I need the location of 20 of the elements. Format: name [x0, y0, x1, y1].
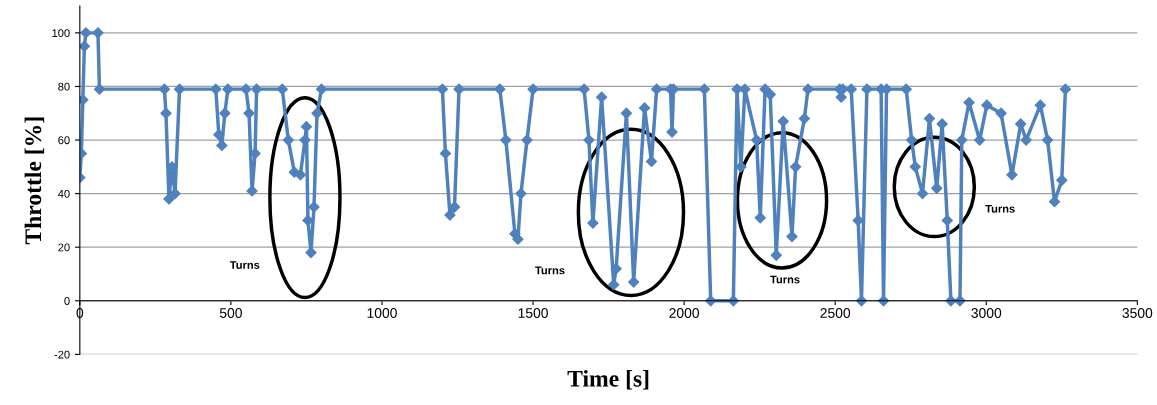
x-tick-label: 3000: [971, 308, 1002, 318]
annotation: Turns: [770, 275, 800, 284]
x-tick-label: 500: [219, 308, 242, 318]
y-tick-label: 40: [58, 189, 70, 198]
y-tick-label: -20: [54, 350, 70, 359]
x-tick-label: 1500: [518, 308, 548, 318]
annotation: Turns: [985, 204, 1015, 213]
x-tick-label: 2500: [820, 308, 851, 318]
x-tick-label: 2000: [669, 308, 700, 318]
y-tick-label: 60: [58, 136, 70, 145]
y-tick-label: 100: [52, 29, 70, 37]
annotation: Turns: [229, 261, 260, 269]
y-axis-title: Throttle [%]: [24, 117, 45, 245]
annotation: Turns: [535, 266, 565, 275]
x-tick-label: 3500: [1122, 308, 1153, 318]
x-tick-label: 1000: [367, 308, 397, 318]
y-tick-label: 0: [64, 297, 70, 305]
x-axis-title: Time [s]: [567, 370, 649, 390]
y-tick-label: 20: [58, 243, 70, 252]
y-tick-label: 80: [58, 82, 70, 91]
